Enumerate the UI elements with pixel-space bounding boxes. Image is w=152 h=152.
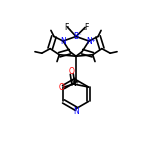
Text: N: N [73,107,79,116]
Text: O: O [69,67,75,76]
Text: +: + [91,38,96,43]
Text: N: N [60,36,66,46]
Text: F: F [85,23,89,32]
Text: N: N [70,79,76,88]
Text: ⁻: ⁻ [62,83,65,88]
Text: O: O [59,83,64,92]
Text: .: . [83,22,87,32]
Text: .: . [68,22,71,32]
Text: B: B [73,32,79,41]
Text: F: F [64,23,68,32]
Text: ⁻: ⁻ [78,33,81,38]
Text: +: + [74,80,78,85]
Text: N: N [86,36,92,46]
